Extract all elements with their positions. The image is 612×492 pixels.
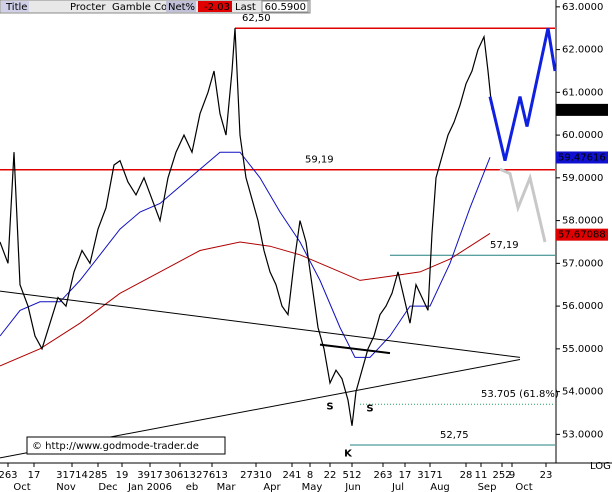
- series-line: [0, 232, 491, 367]
- price-tag-label: 60.5900: [558, 105, 599, 116]
- x-month-label: Nov: [56, 482, 76, 492]
- y-tick-label: 55.0000: [562, 344, 603, 355]
- header-last: 60.5900: [265, 2, 306, 13]
- y-tick-label: 56.0000: [562, 301, 603, 312]
- x-tick-label: 11: [475, 470, 488, 481]
- x-month-label: Oct: [13, 482, 30, 492]
- plot: 59,19 62,50 57,19 53.705 (61.8%) 52,75: [0, 13, 559, 459]
- y-tick-label: 54.0000: [562, 387, 603, 398]
- pattern-letter: S: [326, 402, 333, 413]
- price-tag: [556, 151, 608, 164]
- header-name: Procter: [70, 2, 106, 13]
- header-cell: [261, 0, 309, 13]
- x-tick-label: 27310: [240, 470, 272, 481]
- y-tick-label: 57.0000: [562, 258, 603, 269]
- series-line: [0, 290, 521, 358]
- header-cell: [166, 1, 196, 12]
- header-cell: [198, 1, 232, 12]
- x-month-label: eb: [186, 482, 199, 492]
- y-tick-label: 58.0000: [562, 216, 603, 227]
- header-bar: [0, 0, 311, 14]
- x-tick-label: 263: [373, 470, 392, 481]
- x-tick-label: 27613: [196, 470, 228, 481]
- y-tick-label: 62.0000: [562, 45, 603, 56]
- level-label: 52,75: [440, 430, 469, 441]
- header-name: Gamble Co: [112, 2, 167, 13]
- header-last-label: Last: [235, 2, 256, 13]
- copyright-box: © http://www.godmode-trader.de: [26, 436, 226, 455]
- x-month-label: May: [302, 482, 323, 492]
- x-month-label: Oct: [515, 482, 532, 492]
- y-tick-label: 60.0000: [562, 130, 603, 141]
- header: Title Procter Gamble Co Net% -2.03 Last …: [0, 0, 311, 14]
- x-tick-label: 512: [342, 470, 361, 481]
- copyright: © http://www.godmode-trader.de: [32, 441, 199, 452]
- series-line: [0, 28, 493, 426]
- x-tick-label: 30613: [164, 470, 196, 481]
- x-tick-label: 263: [0, 470, 18, 481]
- x-month-label: Aug: [430, 482, 450, 492]
- x-tick-label: 241: [282, 470, 301, 481]
- x-tick-label: 252: [492, 470, 511, 481]
- copyright-frame: [26, 436, 226, 455]
- pattern-letter: S: [366, 404, 373, 415]
- x-month-label: Mar: [217, 482, 237, 492]
- y-tick-label: 53.0000: [562, 429, 603, 440]
- x-tick-label: 3917: [137, 470, 162, 481]
- x-month-label: Jun: [344, 482, 361, 492]
- scale-label: LOG: [590, 461, 611, 472]
- x-tick-label: 17: [399, 470, 412, 481]
- header-cell: [1, 1, 29, 12]
- price-tag: [556, 228, 608, 241]
- series-line: [319, 343, 391, 355]
- x-tick-label: 8: [307, 470, 313, 481]
- series-line: [499, 167, 547, 243]
- x-tick-label: 17: [28, 470, 41, 481]
- level-label: 62,50: [242, 13, 271, 24]
- x-month-label: Dec: [98, 482, 117, 492]
- level-label: 59,19: [305, 155, 334, 166]
- header-net-label: Net%: [168, 2, 195, 13]
- y-tick-label: 63.0000: [562, 2, 603, 13]
- level-label: 57,19: [490, 240, 519, 251]
- y-tick-label: 61.0000: [562, 87, 603, 98]
- x-tick-label: 3171: [417, 470, 442, 481]
- price-tag-label: 59.47616: [558, 152, 606, 163]
- x-tick-label: 23: [540, 470, 553, 481]
- pattern-letter: K: [344, 449, 353, 460]
- x-month-label: Jul: [391, 482, 404, 492]
- header-net: -2.03: [204, 2, 230, 13]
- x-tick-label: 9: [509, 470, 515, 481]
- x-tick-label: 19: [116, 470, 129, 481]
- level-label: 53.705 (61.8%): [481, 389, 559, 400]
- x-month-label: Jan 2006: [127, 482, 172, 492]
- price-tag: [556, 103, 608, 116]
- price-tag-label: 57.67088: [558, 230, 606, 241]
- x-tick-label: 22: [324, 470, 337, 481]
- y-tick-label: 59.0000: [562, 173, 603, 184]
- series-line: [488, 27, 557, 162]
- x-tick-label: 285: [88, 470, 107, 481]
- x-month-label: Apr: [263, 482, 281, 492]
- x-tick-label: 28: [460, 470, 473, 481]
- x-tick-label: 31714: [56, 470, 88, 481]
- header-title: Title: [5, 2, 27, 13]
- x-month-label: Sep: [478, 482, 497, 492]
